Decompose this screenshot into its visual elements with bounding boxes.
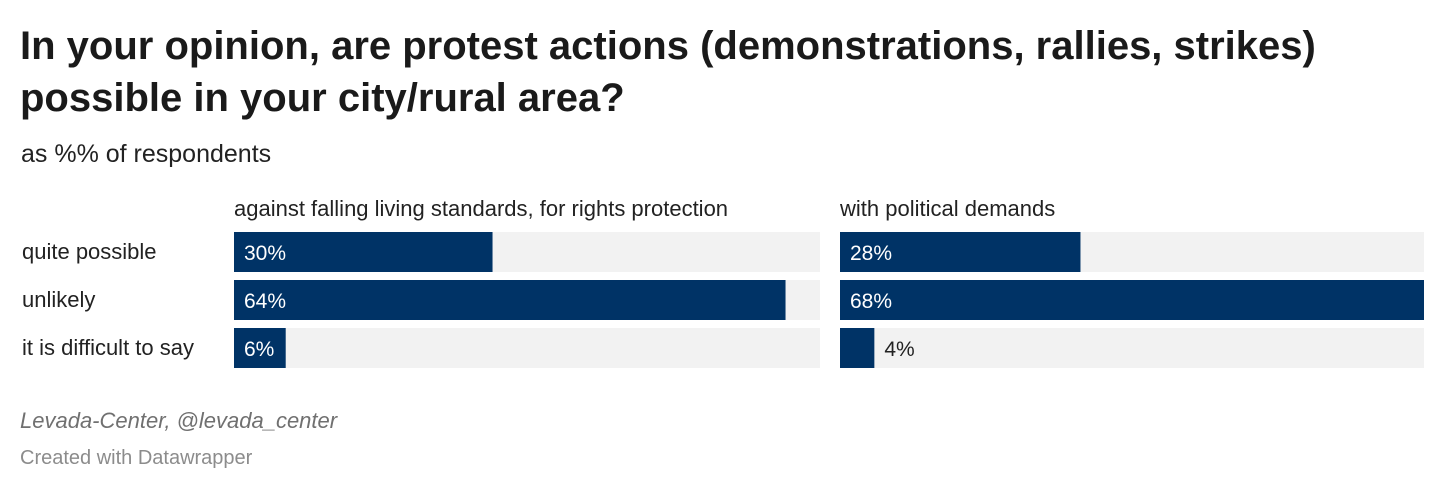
chart-panels: against falling living standards, for ri… — [234, 196, 1424, 368]
bar-value-label: 30% — [244, 242, 286, 265]
category-labels: quite possible unlikely it is difficult to… — [22, 239, 194, 360]
bar-value-label: 28% — [850, 242, 892, 265]
bar-value-label: 4% — [884, 338, 914, 361]
chart-panel-2: with political demands 28% 68% 4% — [839, 196, 1424, 368]
bar-chart: quite possible unlikely it is difficult to… — [22, 196, 1424, 368]
bar — [234, 328, 286, 368]
bar — [840, 232, 1081, 272]
category-label: quite possible — [22, 239, 157, 264]
created-with-credit: Created with Datawrapper — [20, 447, 253, 469]
series-header: against falling living standards, for ri… — [234, 196, 728, 221]
source-note: Levada-Center, @levada_center — [20, 408, 338, 433]
bar — [234, 232, 493, 272]
bar — [840, 328, 875, 368]
chart-title: In your opinion, are protest actions (de… — [20, 24, 1316, 120]
category-label: it is difficult to say — [22, 335, 194, 360]
series-header: with political demands — [839, 196, 1055, 221]
chart-subtitle: as %% of respondents — [21, 140, 272, 168]
bar-value-label: 6% — [244, 338, 274, 361]
bar-value-label: 68% — [850, 290, 892, 313]
chart-panel-1: against falling living standards, for ri… — [234, 196, 820, 368]
bar-track — [234, 328, 820, 368]
bar-track — [840, 328, 1424, 368]
bar — [840, 280, 1424, 320]
bar — [234, 280, 786, 320]
bar-value-label: 64% — [244, 290, 286, 313]
category-label: unlikely — [22, 287, 95, 312]
